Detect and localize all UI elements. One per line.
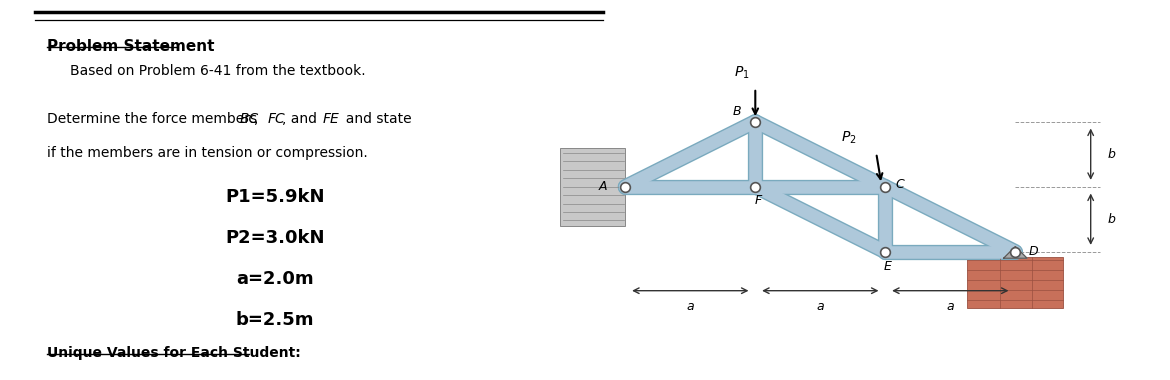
Text: FE: FE bbox=[323, 112, 339, 126]
Text: b=2.5m: b=2.5m bbox=[235, 311, 315, 329]
Text: Unique Values for Each Student:: Unique Values for Each Student: bbox=[47, 346, 301, 360]
Text: $P_1$: $P_1$ bbox=[735, 65, 750, 81]
Text: P1=5.9kN: P1=5.9kN bbox=[225, 188, 325, 206]
Text: E: E bbox=[885, 260, 892, 272]
Polygon shape bbox=[1004, 247, 1027, 258]
Text: $P_2$: $P_2$ bbox=[841, 130, 856, 146]
Text: B: B bbox=[732, 105, 742, 118]
Text: Based on Problem 6-41 from the textbook.: Based on Problem 6-41 from the textbook. bbox=[70, 64, 366, 78]
Polygon shape bbox=[968, 257, 1064, 307]
Text: a: a bbox=[687, 300, 694, 313]
Text: Determine the force members: Determine the force members bbox=[47, 112, 261, 126]
Text: , and: , and bbox=[282, 112, 321, 126]
Text: BC: BC bbox=[240, 112, 260, 126]
Text: P2=3.0kN: P2=3.0kN bbox=[225, 229, 325, 247]
Text: C: C bbox=[895, 177, 904, 191]
Polygon shape bbox=[560, 148, 625, 226]
Text: if the members are in tension or compression.: if the members are in tension or compres… bbox=[47, 146, 367, 160]
Text: A: A bbox=[599, 180, 607, 193]
Text: b: b bbox=[1108, 148, 1115, 161]
Text: a=2.0m: a=2.0m bbox=[236, 270, 314, 288]
Text: and state: and state bbox=[337, 112, 412, 126]
Text: a: a bbox=[947, 300, 954, 313]
Text: F: F bbox=[755, 195, 762, 207]
Text: b: b bbox=[1108, 213, 1115, 226]
Text: FC: FC bbox=[268, 112, 285, 126]
Text: D: D bbox=[1028, 245, 1038, 258]
Text: Problem Statement: Problem Statement bbox=[47, 39, 214, 54]
Text: a: a bbox=[817, 300, 824, 313]
Text: ,: , bbox=[254, 112, 262, 126]
